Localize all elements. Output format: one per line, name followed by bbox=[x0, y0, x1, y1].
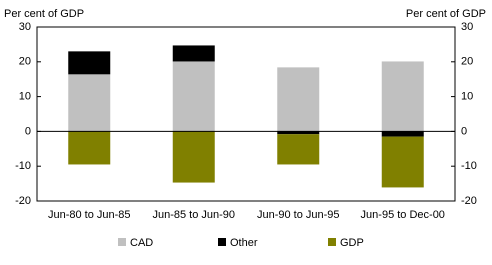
legend-label: GDP bbox=[340, 237, 364, 249]
y-tick-label: -10 bbox=[15, 160, 31, 172]
y2-tick-label: -10 bbox=[461, 160, 477, 172]
bar-segment bbox=[381, 131, 424, 137]
x-tick-label: Jun-85 to Jun-90 bbox=[152, 209, 235, 221]
y-axis-label: Per cent of GDP bbox=[4, 8, 84, 20]
bar-segment bbox=[277, 131, 320, 135]
bar-segment bbox=[172, 61, 215, 132]
y-tick-label: 20 bbox=[19, 56, 31, 68]
legend-swatch bbox=[118, 238, 126, 246]
bar-segment bbox=[172, 45, 215, 62]
y-tick-label: 30 bbox=[19, 21, 31, 33]
x-tick-label: Jun-95 to Dec-00 bbox=[361, 209, 445, 221]
plot-frame bbox=[36, 26, 456, 202]
bar-segment bbox=[277, 67, 320, 132]
legend-swatch bbox=[218, 238, 226, 246]
bar-segment bbox=[381, 61, 424, 132]
bar-segment bbox=[68, 74, 111, 132]
x-tick-label: Jun-80 to Jun-85 bbox=[48, 209, 131, 221]
x-tick-label: Jun-90 to Jun-95 bbox=[257, 209, 340, 221]
y2-tick-label: -20 bbox=[461, 195, 477, 207]
y-tick-label: -20 bbox=[15, 195, 31, 207]
y2-tick-label: 30 bbox=[461, 21, 473, 33]
y2-axis-label: Per cent of GDP bbox=[406, 8, 486, 20]
bar-segment bbox=[277, 134, 320, 165]
y2-tick-label: 20 bbox=[461, 56, 473, 68]
bar-segment bbox=[172, 131, 215, 183]
legend-label: Other bbox=[230, 237, 258, 249]
bar-segment bbox=[381, 136, 424, 188]
y-tick-label: 0 bbox=[25, 125, 31, 137]
bar-segment bbox=[68, 51, 111, 75]
y2-tick-label: 10 bbox=[461, 91, 473, 103]
y2-tick-label: 0 bbox=[461, 125, 467, 137]
y-tick-label: 10 bbox=[19, 91, 31, 103]
legend-label: CAD bbox=[130, 237, 153, 249]
legend-swatch bbox=[328, 238, 336, 246]
bar-segment bbox=[68, 131, 111, 165]
